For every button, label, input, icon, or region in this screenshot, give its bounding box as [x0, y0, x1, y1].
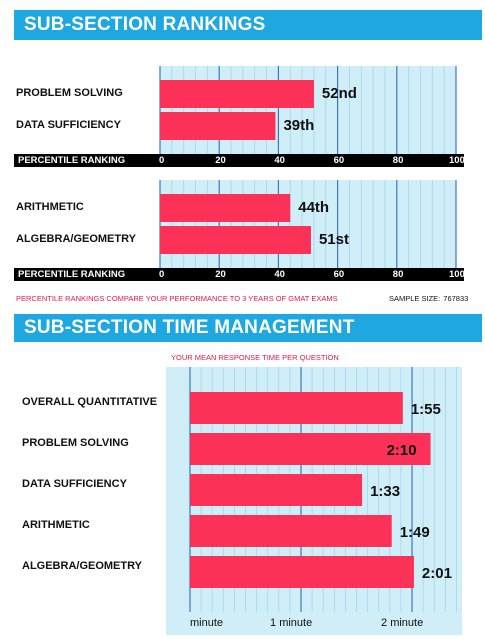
- tick-label: 20: [215, 155, 226, 166]
- bar-0: [160, 80, 314, 108]
- data-label: 39th: [283, 117, 315, 134]
- bar-1: [160, 226, 311, 254]
- category-label: ARITHMETIC: [16, 201, 84, 213]
- data-label: 2:10: [386, 442, 417, 459]
- tick-label: minute: [190, 617, 224, 629]
- tick-label: 100: [449, 155, 465, 166]
- tick-label: 80: [392, 155, 404, 166]
- category-label: DATA SUFFICIENCY: [16, 119, 121, 131]
- tick-label: 1 minute: [270, 617, 313, 629]
- tick-label: 0: [159, 155, 165, 166]
- percentile-note: PERCENTILE RANKINGS COMPARE YOUR PERFORM…: [16, 294, 338, 303]
- rankings-section-banner: SUB-SECTION RANKINGS: [14, 10, 482, 40]
- tick-label: 20: [215, 269, 226, 280]
- time-management-section-title: SUB-SECTION TIME MANAGEMENT: [24, 317, 355, 338]
- data-label: 2:01: [421, 565, 452, 582]
- tick-label: 2 minute: [381, 617, 424, 629]
- sample-size-value: 767833: [443, 294, 469, 303]
- axis-title: PERCENTILE RANKING: [18, 155, 126, 166]
- tick-label: 60: [333, 269, 345, 280]
- category-label: PROBLEM SOLVING: [16, 87, 123, 99]
- tick-label: 40: [274, 269, 285, 280]
- percentile-axis: [14, 268, 464, 281]
- category-label: PROBLEM SOLVING: [22, 437, 129, 449]
- data-label: 52nd: [321, 85, 357, 102]
- category-label: ALGEBRA/GEOMETRY: [22, 560, 142, 572]
- bar-4: [190, 556, 414, 588]
- bar-0: [190, 392, 403, 424]
- category-label: OVERALL QUANTITATIVE: [22, 396, 158, 408]
- time-management-section-banner: SUB-SECTION TIME MANAGEMENT: [14, 314, 482, 342]
- tick-label: 80: [392, 269, 404, 280]
- tick-label: 40: [274, 155, 285, 166]
- category-label: ARITHMETIC: [22, 519, 90, 531]
- sample-size-label: SAMPLE SIZE:: [389, 294, 441, 303]
- bar-3: [190, 515, 392, 547]
- category-label: DATA SUFFICIENCY: [22, 478, 127, 490]
- sample-size: SAMPLE SIZE: 767833: [389, 294, 468, 303]
- bar-0: [160, 194, 291, 222]
- time-chart-title: YOUR MEAN RESPONSE TIME PER QUESTION: [171, 353, 339, 362]
- data-label: 44th: [298, 199, 330, 216]
- bar-1: [160, 112, 276, 140]
- bar-1: [190, 433, 431, 465]
- data-label: 1:33: [370, 483, 401, 500]
- data-label: 1:55: [410, 401, 441, 418]
- tick-label: 60: [333, 155, 345, 166]
- data-label: 51st: [318, 231, 349, 248]
- category-label: ALGEBRA/GEOMETRY: [16, 233, 136, 245]
- rankings-section-title: SUB-SECTION RANKINGS: [24, 14, 266, 35]
- bar-2: [190, 474, 363, 506]
- data-label: 1:49: [399, 524, 430, 541]
- percentile-axis: [14, 154, 464, 167]
- axis-title: PERCENTILE RANKING: [18, 269, 126, 280]
- tick-label: 100: [449, 269, 465, 280]
- tick-label: 0: [159, 269, 165, 280]
